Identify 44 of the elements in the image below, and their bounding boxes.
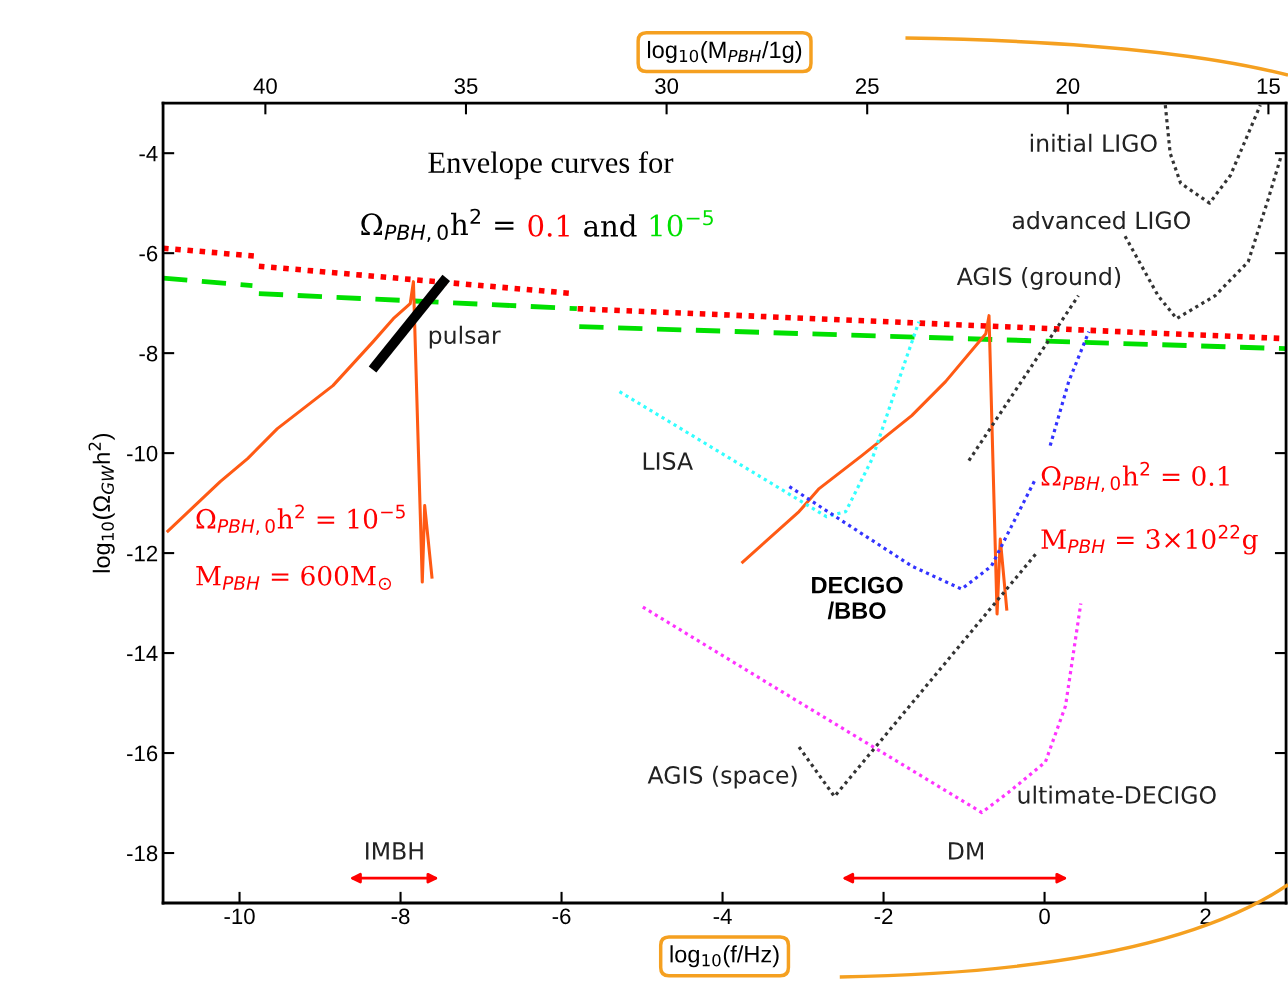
- annotation: IMBH: [366, 842, 423, 860]
- y-axis-title: log$_{10}$(Ω$_{GW}$h$^{2}$): [88, 433, 115, 573]
- annotation: AGIS (space): [647, 765, 797, 789]
- annotation: 0.1: [528, 214, 569, 237]
- y-tick-label: -4: [139, 145, 158, 162]
- x-tick-label: -8: [391, 908, 410, 925]
- annotation: 10$^{−5}$: [650, 210, 713, 237]
- annotation: pulsar: [429, 325, 501, 349]
- line-series: [1163, 103, 1262, 205]
- annotation: initial LIGO: [1030, 133, 1157, 153]
- x2-tick-label: 25: [855, 78, 879, 94]
- x2-axis-title: log$_{10}$(M$_{PBH}$/1g): [648, 40, 802, 63]
- x-tick-label: -10: [224, 908, 255, 925]
- x2-tick-label: 35: [454, 78, 478, 94]
- line-series: [617, 320, 921, 519]
- y-tick-label: -10: [127, 445, 158, 462]
- x-axis-title: log$_{10}$(f/Hz): [670, 945, 779, 968]
- annotation: M$_{PBH}$ = 3×10$^{22}$g: [1041, 524, 1258, 555]
- annotation: M$_{PBH}$ = 600M$_{⊙}$: [196, 565, 391, 590]
- annotation: and: [584, 214, 637, 237]
- annotation: Ω$_{PBH,0}$h$^{2}$ = 0.1: [1041, 461, 1229, 493]
- annotation: ultimate-DECIGO: [1018, 785, 1216, 804]
- annotation: Ω$_{PBH,0}$h$^{2}$ =: [361, 208, 514, 243]
- x-tick-label: -6: [552, 908, 571, 925]
- annotation: DM: [949, 842, 983, 860]
- x2-tick-label: 20: [1056, 78, 1080, 94]
- y-tick-label: -18: [127, 845, 158, 862]
- text: Envelope curves for: [428, 151, 674, 180]
- annotation: advanced LIGO: [1012, 210, 1190, 230]
- x2-tick-label: 15: [1257, 78, 1280, 94]
- y-tick-label: -16: [127, 745, 158, 762]
- annotation: DECIGO /BBO: [812, 576, 903, 620]
- x-tick-label: -2: [874, 908, 893, 924]
- y-tick-label: -14: [127, 645, 158, 662]
- y-tick-label: -8: [139, 345, 158, 362]
- y-tick-label: -6: [139, 245, 158, 262]
- y-tick-label: -12: [127, 545, 158, 562]
- annotation: LISA: [643, 452, 693, 470]
- x-tick-label: 0: [1039, 908, 1050, 925]
- annotation: Ω$_{PBH,0}$h$^{2}$ = 10$^{−5}$: [196, 504, 405, 535]
- x2-tick-label: 30: [655, 78, 679, 94]
- annotation: AGIS (ground): [956, 266, 1121, 290]
- x2-tick-label: 40: [253, 78, 277, 94]
- x-tick-label: -4: [713, 908, 732, 924]
